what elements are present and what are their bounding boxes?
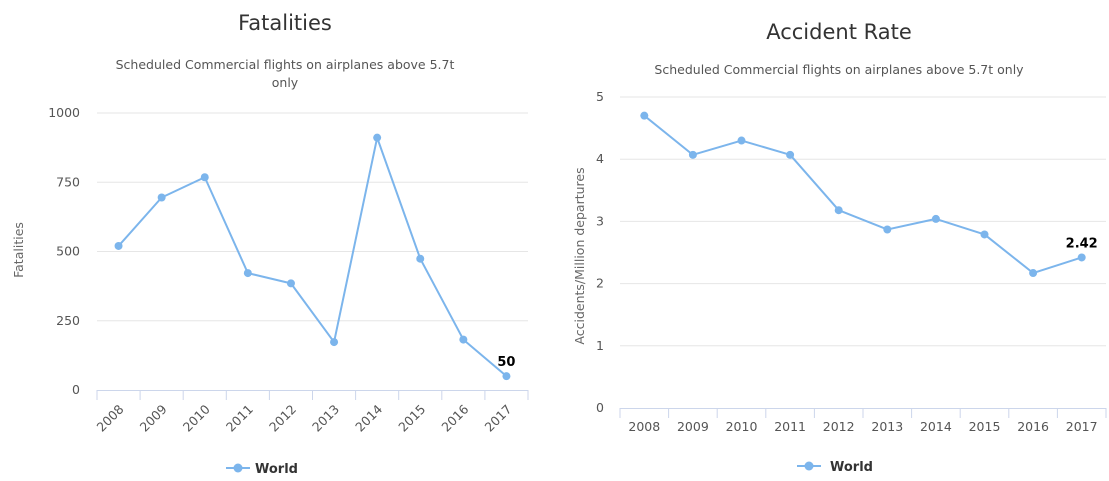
fatalities-x-tick-label: 2013 bbox=[309, 402, 342, 435]
accident-rate-title: Accident Rate bbox=[766, 20, 912, 44]
accident-rate-legend[interactable]: World bbox=[797, 460, 873, 475]
fatalities-x-tick-label: 2009 bbox=[137, 401, 170, 434]
fatalities-x-tick-labels: 2008 2009 2010 2011 2012 2013 2014 2015 2016 2017 bbox=[94, 401, 515, 434]
accident-rate-data-point-2013[interactable] bbox=[883, 225, 892, 234]
fatalities-data-point-2008[interactable] bbox=[114, 241, 123, 250]
accident-rate-x-tick-label: 2011 bbox=[774, 419, 806, 434]
fatalities-series-line[interactable] bbox=[117, 136, 508, 378]
accident-rate-x-tick-label: 2017 bbox=[1066, 419, 1098, 434]
accident-rate-y-tick-label: 1 bbox=[596, 338, 604, 353]
accident-rate-x-tick-label: 2009 bbox=[677, 419, 709, 434]
fatalities-y-tick-label: 1000 bbox=[48, 105, 80, 120]
accident-rate-data-point-2017[interactable] bbox=[1077, 253, 1086, 262]
accident-rate-chart: Accident Rate Scheduled Commercial fligh… bbox=[572, 20, 1107, 475]
fatalities-data-point-2009[interactable] bbox=[157, 193, 166, 202]
accident-rate-data-point-2010[interactable] bbox=[737, 136, 746, 145]
fatalities-y-tick-label: 500 bbox=[56, 244, 80, 259]
accident-rate-x-tick-label: 2012 bbox=[823, 419, 855, 434]
accident-rate-x-tick-label: 2015 bbox=[969, 419, 1001, 434]
accident-rate-x-axis bbox=[619, 408, 1107, 418]
accident-rate-x-tick-label: 2016 bbox=[1017, 419, 1049, 434]
fatalities-data-point-2015[interactable] bbox=[416, 254, 425, 263]
accident-rate-y-tick-label: 2 bbox=[596, 276, 604, 291]
accident-rate-x-tick-label: 2008 bbox=[628, 419, 660, 434]
accident-rate-data-point-2009[interactable] bbox=[688, 150, 697, 159]
accident-rate-legend-marker bbox=[804, 461, 814, 471]
accident-rate-y-axis-title: Accidents/Million departures bbox=[572, 167, 587, 344]
accident-rate-data-labels: 2.42 bbox=[1066, 236, 1098, 251]
accident-rate-y-tick-label: 3 bbox=[596, 213, 604, 228]
fatalities-x-tick-label: 2010 bbox=[180, 401, 213, 434]
accident-rate-y-tick-label: 5 bbox=[596, 89, 604, 104]
accident-rate-y-tick-label: 4 bbox=[596, 151, 604, 166]
fatalities-legend-marker bbox=[233, 463, 243, 473]
accident-rate-data-point-2008[interactable] bbox=[640, 111, 649, 120]
fatalities-x-tick-label: 2014 bbox=[352, 401, 385, 434]
fatalities-gridlines bbox=[97, 112, 528, 322]
fatalities-y-axis-title: Fatalities bbox=[11, 222, 26, 278]
fatalities-data-point-2010[interactable] bbox=[200, 173, 209, 182]
accident-rate-x-tick-label: 2014 bbox=[920, 419, 952, 434]
fatalities-subtitle-line-2: only bbox=[272, 75, 299, 90]
fatalities-x-tick-label: 2016 bbox=[438, 401, 471, 434]
fatalities-x-tick-label: 2012 bbox=[266, 402, 299, 435]
fatalities-data-point-2013[interactable] bbox=[330, 338, 339, 347]
accident-rate-data-label-2017: 2.42 bbox=[1066, 236, 1098, 251]
fatalities-series-world[interactable] bbox=[114, 133, 511, 381]
fatalities-y-tick-labels: 0 250 500 750 1000 bbox=[48, 105, 80, 397]
fatalities-title: Fatalities bbox=[238, 11, 332, 35]
fatalities-data-point-2017[interactable] bbox=[502, 372, 511, 381]
fatalities-legend-label[interactable]: World bbox=[255, 462, 298, 477]
fatalities-data-point-2016[interactable] bbox=[459, 335, 468, 344]
fatalities-x-axis bbox=[96, 390, 529, 400]
accident-rate-data-point-2015[interactable] bbox=[980, 230, 989, 239]
accident-rate-legend-label[interactable]: World bbox=[830, 460, 873, 475]
fatalities-x-tick-label: 2017 bbox=[481, 402, 514, 435]
accident-rate-gridlines bbox=[620, 96, 1106, 347]
fatalities-legend[interactable]: World bbox=[226, 462, 298, 477]
accident-rate-data-point-2011[interactable] bbox=[786, 150, 795, 159]
fatalities-chart: Fatalities Scheduled Commercial flights … bbox=[11, 11, 529, 477]
accident-rate-x-tick-label: 2010 bbox=[726, 419, 758, 434]
fatalities-data-label-2017: 50 bbox=[497, 355, 515, 370]
fatalities-y-tick-label: 0 bbox=[72, 382, 80, 397]
fatalities-x-tick-label: 2008 bbox=[94, 401, 127, 434]
accident-rate-series-world[interactable] bbox=[640, 111, 1086, 278]
fatalities-data-point-2014[interactable] bbox=[373, 133, 382, 142]
accident-rate-data-point-2014[interactable] bbox=[931, 214, 940, 223]
fatalities-subtitle-line-1: Scheduled Commercial flights on airplane… bbox=[116, 57, 455, 72]
fatalities-y-tick-label: 750 bbox=[56, 174, 80, 189]
accident-rate-series-line[interactable] bbox=[643, 114, 1083, 275]
accident-rate-x-tick-label: 2013 bbox=[871, 419, 903, 434]
accident-rate-x-tick-labels: 2008 2009 2010 2011 2012 2013 2014 2015 2016 2017 bbox=[628, 419, 1097, 434]
accident-rate-data-point-2016[interactable] bbox=[1029, 269, 1038, 278]
accident-rate-y-tick-labels: 0 1 2 3 4 5 bbox=[596, 89, 604, 415]
fatalities-x-tick-label: 2015 bbox=[395, 402, 428, 435]
fatalities-data-labels: 50 bbox=[497, 355, 515, 370]
fatalities-data-point-2011[interactable] bbox=[243, 269, 252, 278]
accident-rate-subtitle: Scheduled Commercial flights on airplane… bbox=[654, 62, 1024, 77]
fatalities-x-tick-label: 2011 bbox=[223, 402, 256, 435]
accident-rate-y-tick-label: 0 bbox=[596, 400, 604, 415]
fatalities-data-point-2012[interactable] bbox=[286, 279, 295, 288]
accident-rate-data-point-2012[interactable] bbox=[834, 206, 843, 215]
fatalities-y-tick-label: 250 bbox=[56, 313, 80, 328]
